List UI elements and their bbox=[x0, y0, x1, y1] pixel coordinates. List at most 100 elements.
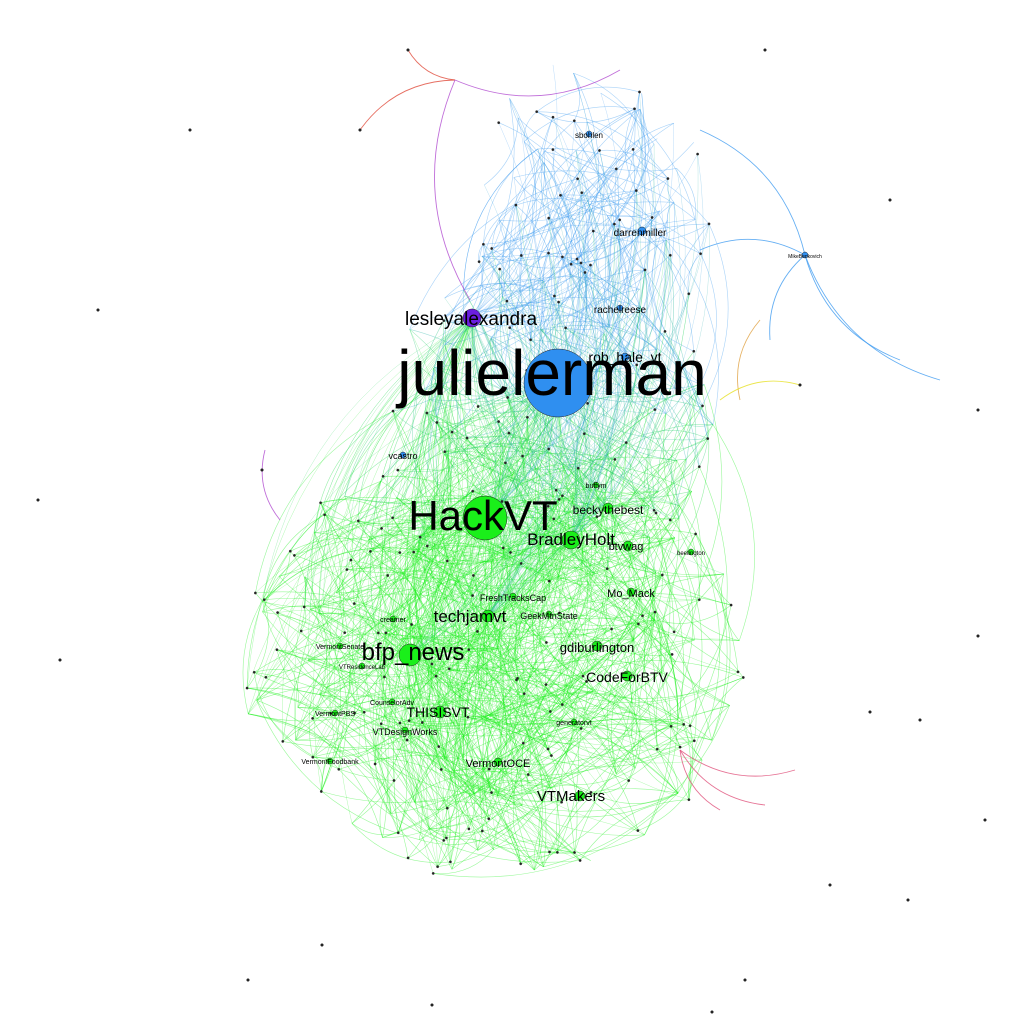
graph-edge bbox=[502, 162, 545, 302]
graph-edge bbox=[277, 612, 442, 770]
graph-edge bbox=[303, 317, 473, 607]
graph-edge bbox=[276, 649, 448, 809]
graph-edge bbox=[501, 120, 575, 297]
graph-edge bbox=[248, 713, 438, 867]
graph-edge bbox=[528, 150, 600, 340]
graph-node bbox=[653, 408, 657, 411]
graph-edge bbox=[392, 410, 468, 439]
graph-edge bbox=[463, 201, 675, 291]
graph-edge bbox=[570, 272, 612, 541]
graph-edge bbox=[409, 367, 459, 656]
graph-edge bbox=[556, 619, 655, 853]
graph-edge bbox=[409, 654, 547, 691]
graph-edge bbox=[409, 654, 744, 709]
graph-edge bbox=[570, 240, 672, 541]
graph-edge bbox=[484, 149, 636, 519]
graph-edge bbox=[687, 253, 701, 294]
graph-edge bbox=[320, 497, 520, 556]
graph-edge bbox=[303, 317, 473, 607]
graph-edge bbox=[415, 541, 490, 770]
graph-edge bbox=[506, 141, 537, 302]
graph-edge bbox=[487, 505, 680, 617]
graph-edge bbox=[484, 517, 587, 682]
graph-edge bbox=[435, 667, 517, 681]
graph-edge bbox=[398, 749, 490, 819]
graph-node bbox=[544, 683, 548, 686]
graph-edge bbox=[514, 660, 744, 699]
graph-edge bbox=[453, 684, 547, 772]
graph-edge bbox=[376, 654, 411, 759]
graph-edge bbox=[401, 552, 475, 795]
graph-edge bbox=[509, 552, 582, 729]
graph-edge bbox=[653, 510, 703, 726]
graph-edge bbox=[553, 518, 675, 546]
graph-edge bbox=[436, 317, 522, 776]
graph-edge bbox=[471, 223, 615, 319]
graph-edge bbox=[562, 364, 637, 497]
graph-edge bbox=[477, 631, 508, 819]
node-label-codeforbtv: CodeForBTV bbox=[586, 669, 668, 685]
graph-edge bbox=[354, 382, 559, 713]
graph-edge bbox=[559, 539, 587, 682]
graph-edge bbox=[409, 623, 639, 722]
graph-edge bbox=[498, 724, 551, 789]
graph-edge bbox=[473, 575, 508, 598]
graph-edge bbox=[598, 122, 674, 193]
graph-edge bbox=[431, 517, 486, 760]
graph-edge bbox=[466, 437, 506, 464]
graph-edge bbox=[498, 122, 594, 232]
graph-edge bbox=[581, 442, 627, 532]
graph-edge bbox=[409, 269, 646, 656]
graph-edge bbox=[408, 675, 437, 721]
graph-node bbox=[624, 441, 628, 444]
graph-edge bbox=[419, 703, 528, 840]
graph-edge bbox=[312, 560, 361, 758]
graph-node bbox=[519, 562, 523, 565]
graph-edge bbox=[558, 269, 648, 500]
graph-node bbox=[560, 703, 564, 706]
graph-edge bbox=[637, 760, 703, 831]
graph-edge bbox=[474, 791, 499, 797]
graph-edge bbox=[321, 711, 365, 792]
graph-edge bbox=[282, 682, 525, 742]
graph-edge bbox=[435, 536, 650, 677]
graph-edge bbox=[256, 576, 306, 701]
node-vtmakers bbox=[574, 790, 586, 802]
graph-edge bbox=[471, 317, 700, 600]
graph-edge bbox=[439, 547, 504, 760]
graph-edge bbox=[254, 672, 437, 698]
node-label-generatorvt: generatorvt bbox=[556, 720, 591, 727]
graph-edge bbox=[384, 415, 437, 576]
graph-edge bbox=[570, 460, 678, 541]
graph-edge bbox=[418, 524, 434, 543]
graph-edge bbox=[409, 389, 452, 656]
graph-node bbox=[582, 432, 586, 436]
graph-edge bbox=[276, 649, 299, 708]
graph-edge bbox=[427, 422, 452, 571]
graph-edge bbox=[399, 722, 543, 803]
graph-edge bbox=[433, 792, 679, 878]
graph-edge bbox=[338, 769, 581, 863]
graph-edge bbox=[619, 219, 646, 271]
graph-edge bbox=[471, 317, 596, 575]
graph-edge bbox=[560, 539, 639, 831]
graph-edge bbox=[467, 437, 657, 573]
graph-edge bbox=[483, 143, 655, 245]
graph-edge bbox=[636, 190, 671, 256]
graph-edge bbox=[290, 382, 559, 552]
graph-edge bbox=[338, 755, 562, 803]
graph-edge bbox=[571, 671, 662, 745]
graph-edge bbox=[381, 723, 544, 867]
graph-edge bbox=[517, 678, 617, 774]
graph-node bbox=[692, 349, 696, 353]
graph-node bbox=[418, 535, 422, 539]
graph-edge bbox=[505, 462, 520, 553]
graph-edge bbox=[463, 631, 492, 793]
graph-edge bbox=[254, 672, 448, 809]
graph-edge bbox=[493, 755, 552, 850]
node-label-vtdesignworks: VTDesignWorks bbox=[373, 727, 438, 737]
node-label-rob-hale-vt: rob_hale_vt bbox=[588, 349, 661, 365]
graph-edge bbox=[312, 717, 442, 770]
graph-edge bbox=[513, 823, 544, 868]
graph-edge bbox=[423, 317, 490, 770]
